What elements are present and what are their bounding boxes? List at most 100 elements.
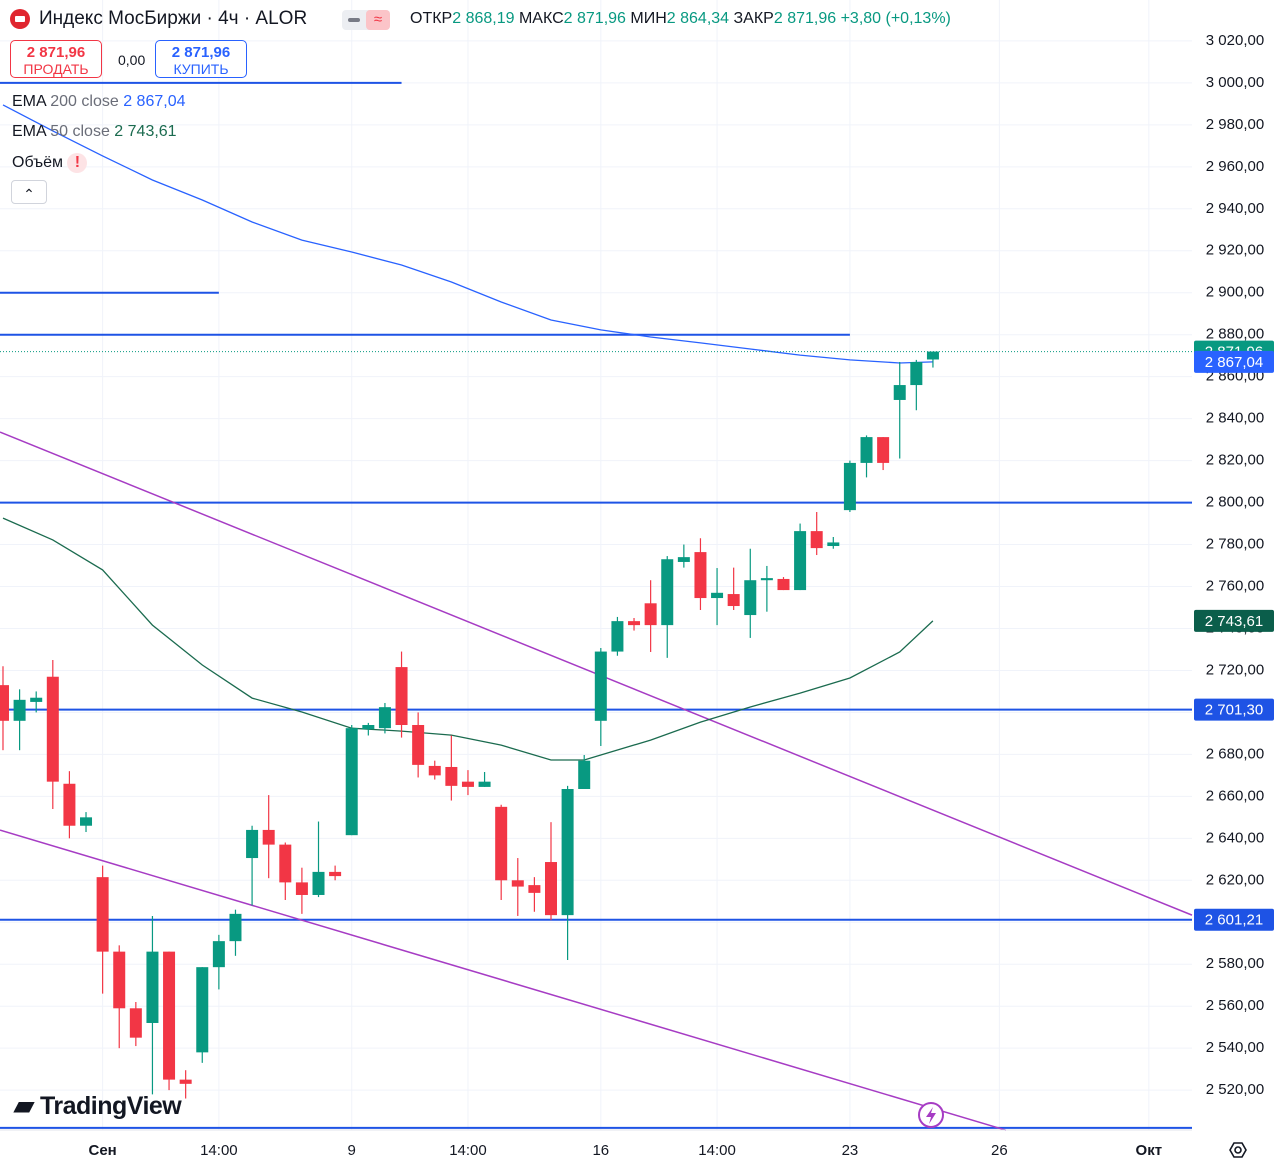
y-tick-label: 2 980,00 [1206,116,1264,133]
candle-body [96,877,109,952]
candle-body [229,913,242,942]
candle-body [544,862,557,916]
y-tick-label: 2 920,00 [1206,242,1264,259]
candle-body [146,951,159,1023]
candle-body [445,766,458,786]
symbol-logo [10,9,30,29]
indicator-params: 200 close [50,93,119,110]
candle-body [478,781,491,787]
candle-body [345,728,358,836]
candle-body [578,760,591,790]
ema-line [2,517,934,761]
status-pills[interactable]: ≈ [342,10,390,30]
candle-body [611,621,624,652]
x-tick-label: Окт [1136,1142,1163,1159]
ohlc-value: 2 871,96 [773,10,837,27]
y-tick-label: 2 680,00 [1206,745,1264,762]
ohlc-value: 2 868,19 [452,10,515,27]
ohlc-key: ЗАКР [733,10,774,27]
ohlc-key: МАКС [518,10,564,27]
change: +3,80 (+0,13%) [840,10,951,27]
x-tick-label: 9 [348,1142,356,1159]
sell-button[interactable]: 2 871,96 ПРОДАТЬ [10,40,102,78]
y-tick-label: 2 940,00 [1206,200,1264,217]
ohlc-value: 2 864,34 [666,10,730,27]
trend-line [0,829,1007,1131]
buy-label: КУПИТЬ [173,61,229,77]
candle-body [461,781,474,787]
candle-body [46,676,59,782]
ohlc-value: 2 871,96 [563,10,626,27]
ema-line [2,104,933,364]
y-tick-label: 3 020,00 [1206,32,1264,49]
candle-body [113,951,126,1009]
x-tick-label: 26 [991,1142,1008,1159]
y-tick-label: 2 540,00 [1206,1039,1264,1056]
indicator-value: 2 867,04 [123,93,186,110]
y-tick-label: 2 800,00 [1206,494,1264,511]
settings-icon[interactable] [1229,1142,1247,1158]
y-tick-label: 2 840,00 [1206,410,1264,427]
candle-body [727,594,740,607]
symbol-title: Индекс МосБиржи · 4ч · ALOR [39,8,308,29]
price-tag [1194,350,1274,373]
candle-body [63,783,76,826]
ohlc-legend: ОТКР2 868,19 МАКС2 871,96 МИН2 864,34 ЗА… [410,10,951,28]
candle-body [794,531,807,591]
candle-body [262,829,275,845]
spread: 0,00 [118,52,146,68]
sell-label: ПРОДАТЬ [23,61,89,77]
buy-button[interactable]: 2 871,96 КУПИТЬ [155,40,247,78]
y-tick-label: 3 000,00 [1206,74,1264,91]
price-tag [1194,609,1274,632]
brand-mark: ▰ [14,1090,34,1120]
candle-body [827,542,840,547]
x-tick-label: Сен [89,1142,117,1159]
x-tick-label: 16 [592,1142,609,1159]
candle-body [843,462,856,511]
candle-body [644,603,657,626]
candle-body [0,685,9,721]
indicator-params: 50 close [50,123,110,140]
collapse-button[interactable]: ⌃ [11,180,47,204]
candle-body [80,817,93,826]
x-tick-label: 23 [842,1142,859,1159]
indicator-name: EMA [12,123,46,140]
y-tick-label: 2 560,00 [1206,997,1264,1014]
candle-body [661,559,674,626]
candle-body [594,651,607,721]
candle-body [295,882,308,895]
indicator-legend[interactable]: Объём ! [12,153,88,173]
y-tick-label: 2 760,00 [1206,577,1264,594]
indicator-value: 2 743,61 [114,123,177,140]
brand-logo: ▰ TradingView [14,1090,182,1121]
candle-body [196,967,209,1053]
y-tick-label: 2 780,00 [1206,536,1264,553]
candle-body [495,806,508,881]
candle-body [893,385,906,400]
candle-body [412,725,425,765]
candle-body [810,531,823,549]
buy-price: 2 871,96 [171,44,231,61]
indicator-name: Объём [12,154,63,171]
candle-body [129,1008,142,1038]
warning-icon: ! [67,153,88,173]
indicator-name: EMA [12,93,46,110]
y-tick-label: 2 720,00 [1206,661,1264,678]
candle-body [926,351,939,360]
candle-body [13,699,26,721]
candle-body [877,437,890,463]
indicator-legend[interactable]: EMA 200 close 2 867,04 [12,93,185,111]
candle-body [777,578,790,591]
candle-body [378,707,391,729]
y-tick-label: 2 660,00 [1206,787,1264,804]
candle-body [312,871,325,895]
indicator-legend[interactable]: EMA 50 close 2 743,61 [12,123,177,141]
candle-body [860,437,873,463]
price-tag [1194,908,1274,931]
alert-bolt [926,1107,936,1124]
y-tick-label: 2 620,00 [1206,871,1264,888]
candle-body [561,789,574,916]
ohlc-key: ОТКР [410,10,453,27]
